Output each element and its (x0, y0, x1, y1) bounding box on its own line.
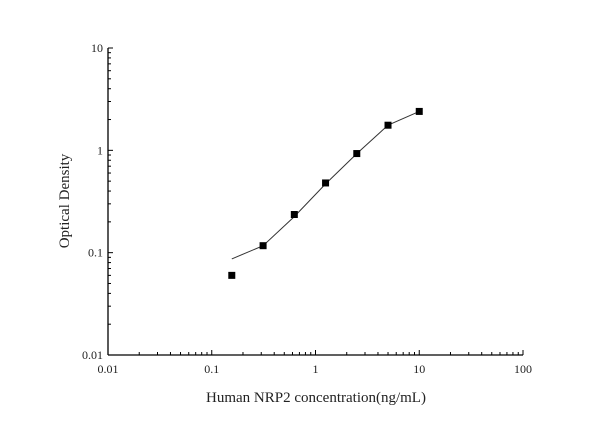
data-point (259, 242, 267, 250)
y-tick-label: 0.1 (88, 246, 103, 260)
x-tick-label: 0.01 (98, 362, 119, 376)
axes (107, 48, 523, 356)
y-axis-label: Optical Density (57, 153, 73, 248)
data-points (228, 107, 423, 279)
data-point (353, 150, 361, 158)
ticks: 0.01 0.1 1 10 100 0.01 0.1 1 10 (82, 41, 532, 376)
x-tick-label: 100 (514, 362, 532, 376)
data-point (290, 211, 298, 219)
data-point (228, 271, 236, 279)
y-tick-label: 10 (91, 41, 103, 55)
data-point (415, 107, 423, 115)
y-tick-label: 0.01 (82, 348, 103, 362)
y-tick-label: 1 (97, 143, 103, 157)
data-point (384, 121, 392, 129)
x-axis-label: Human NRP2 concentration(ng/mL) (206, 390, 426, 406)
x-tick-label: 1 (313, 362, 319, 376)
x-tick-label: 0.1 (204, 362, 219, 376)
data-point (322, 179, 330, 187)
x-tick-label: 10 (413, 362, 425, 376)
